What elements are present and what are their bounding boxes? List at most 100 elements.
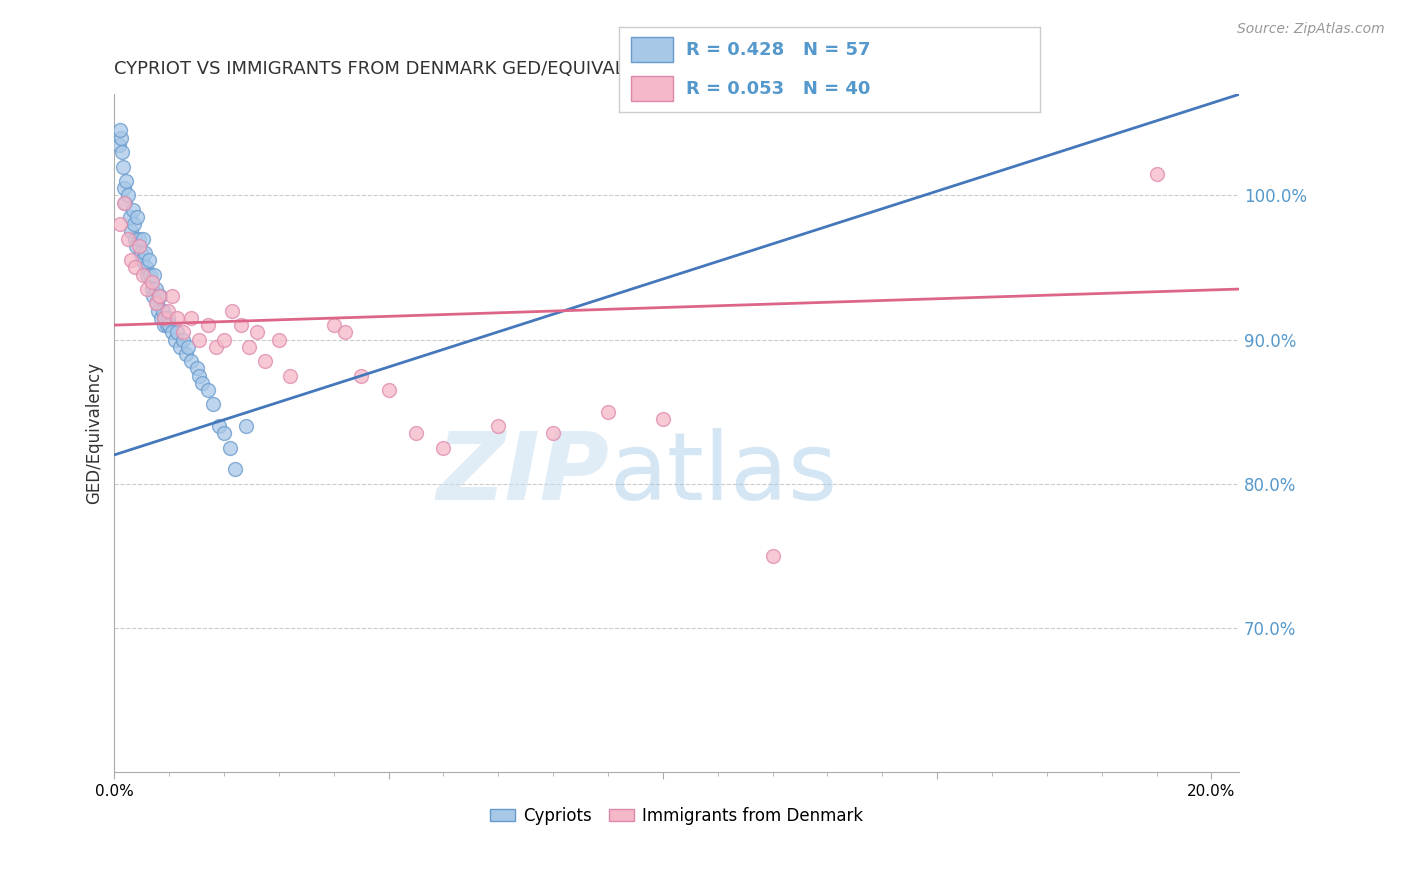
Point [163,333,186,347]
Point [111,145,134,160]
Point [127,210,149,224]
Point [141,282,163,296]
Point [174,347,197,361]
Point [141,275,163,289]
Point [132,268,155,282]
Point [180,310,202,325]
Point [120,224,142,238]
Point [205,340,228,354]
Point [124,260,146,275]
Point [166,326,188,340]
Point [541,426,564,441]
Point [197,383,219,397]
Point [152,310,174,325]
Point [350,368,373,383]
Point [134,246,156,260]
Point [177,340,200,354]
Text: atlas: atlas [609,428,838,520]
Point [115,174,138,188]
FancyBboxPatch shape [631,37,673,62]
Point [131,253,153,268]
Point [121,202,143,217]
Point [112,181,135,195]
Point [148,303,170,318]
Point [136,282,159,296]
Point [111,160,134,174]
Point [117,188,139,202]
Point [120,253,142,268]
Point [145,282,167,296]
Point [118,210,141,224]
Point [152,303,174,318]
Point [188,333,211,347]
Point [207,419,229,434]
Point [108,123,131,137]
Point [142,268,165,282]
Text: CYPRIOT VS IMMIGRANTS FROM DENMARK GED/EQUIVALENCY CORRELATION CHART: CYPRIOT VS IMMIGRANTS FROM DENMARK GED/E… [114,60,873,78]
Point [218,441,240,455]
Point [155,310,177,325]
Point [112,195,135,210]
Text: R = 0.053   N = 40: R = 0.053 N = 40 [686,79,870,97]
FancyBboxPatch shape [631,76,673,102]
Point [322,318,344,332]
Point [149,289,172,303]
Point [191,376,214,390]
Point [651,412,673,426]
Point [157,318,180,332]
Point [432,441,454,455]
Point [129,246,152,260]
Point [246,326,269,340]
Point [125,239,148,253]
Point [155,318,177,332]
Point [278,368,301,383]
Point [148,289,170,303]
Point [221,303,243,318]
Point [122,217,145,231]
Point [169,340,191,354]
Point [139,268,162,282]
Point [267,333,290,347]
Point [333,326,356,340]
Point [761,549,783,563]
Point [188,368,211,383]
Point [157,310,180,325]
Text: ZIP: ZIP [436,428,609,520]
Point [135,260,157,275]
Point [254,354,277,368]
Point [114,195,136,210]
Point [197,318,219,332]
Point [1146,167,1168,181]
Point [146,296,169,310]
Point [124,231,146,245]
Y-axis label: GED/Equivalency: GED/Equivalency [86,362,103,504]
Point [180,354,202,368]
Point [235,419,257,434]
Point [145,296,167,310]
Point [238,340,260,354]
Point [229,318,252,332]
Point [150,310,173,325]
Point [157,303,180,318]
Point [160,289,183,303]
Point [405,426,427,441]
Point [486,419,509,434]
Point [212,426,235,441]
Point [108,217,131,231]
Point [160,326,183,340]
Point [186,361,208,376]
Point [138,253,160,268]
Point [152,318,174,332]
Point [212,333,235,347]
Point [117,231,139,245]
Point [172,326,194,340]
Point [202,397,225,411]
Text: Source: ZipAtlas.com: Source: ZipAtlas.com [1237,22,1385,37]
Point [107,137,129,152]
Point [132,231,155,245]
Point [136,268,159,282]
Point [377,383,399,397]
Point [166,310,188,325]
Point [142,289,165,303]
Point [128,239,150,253]
